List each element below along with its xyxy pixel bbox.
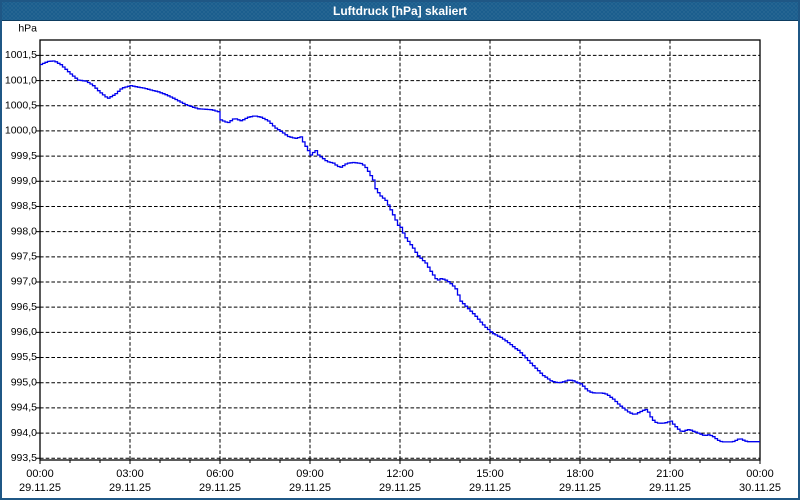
svg-text:999,5: 999,5 [11, 150, 37, 162]
svg-text:21:00: 21:00 [656, 468, 684, 480]
svg-text:993,5: 993,5 [11, 452, 37, 464]
svg-text:00:00: 00:00 [26, 468, 54, 480]
svg-text:06:00: 06:00 [206, 468, 234, 480]
svg-text:hPa: hPa [18, 23, 37, 35]
svg-text:999,0: 999,0 [11, 175, 37, 187]
svg-text:996,0: 996,0 [11, 326, 37, 338]
svg-text:998,5: 998,5 [11, 200, 37, 212]
svg-text:09:00: 09:00 [296, 468, 324, 480]
svg-text:994,0: 994,0 [11, 427, 37, 439]
svg-text:18:00: 18:00 [566, 468, 594, 480]
svg-text:998,0: 998,0 [11, 225, 37, 237]
svg-text:29.11.25: 29.11.25 [289, 482, 331, 494]
svg-text:29.11.25: 29.11.25 [19, 482, 61, 494]
svg-text:995,0: 995,0 [11, 376, 37, 388]
svg-text:30.11.25: 30.11.25 [739, 482, 781, 494]
svg-text:29.11.25: 29.11.25 [649, 482, 691, 494]
svg-text:996,5: 996,5 [11, 301, 37, 313]
svg-text:1000,5: 1000,5 [5, 99, 37, 111]
svg-text:29.11.25: 29.11.25 [379, 482, 421, 494]
svg-text:1001,5: 1001,5 [5, 49, 37, 61]
svg-text:29.11.25: 29.11.25 [559, 482, 601, 494]
svg-text:994,5: 994,5 [11, 402, 37, 414]
svg-text:1000,0: 1000,0 [5, 125, 37, 137]
svg-text:29.11.25: 29.11.25 [109, 482, 151, 494]
svg-text:29.11.25: 29.11.25 [199, 482, 241, 494]
svg-text:1001,0: 1001,0 [5, 74, 37, 86]
svg-text:997,0: 997,0 [11, 276, 37, 288]
svg-text:29.11.25: 29.11.25 [469, 482, 511, 494]
svg-text:03:00: 03:00 [116, 468, 144, 480]
svg-text:12:00: 12:00 [386, 468, 414, 480]
svg-text:15:00: 15:00 [476, 468, 504, 480]
svg-text:00:00: 00:00 [746, 468, 774, 480]
svg-text:995,5: 995,5 [11, 351, 37, 363]
svg-text:997,5: 997,5 [11, 251, 37, 263]
